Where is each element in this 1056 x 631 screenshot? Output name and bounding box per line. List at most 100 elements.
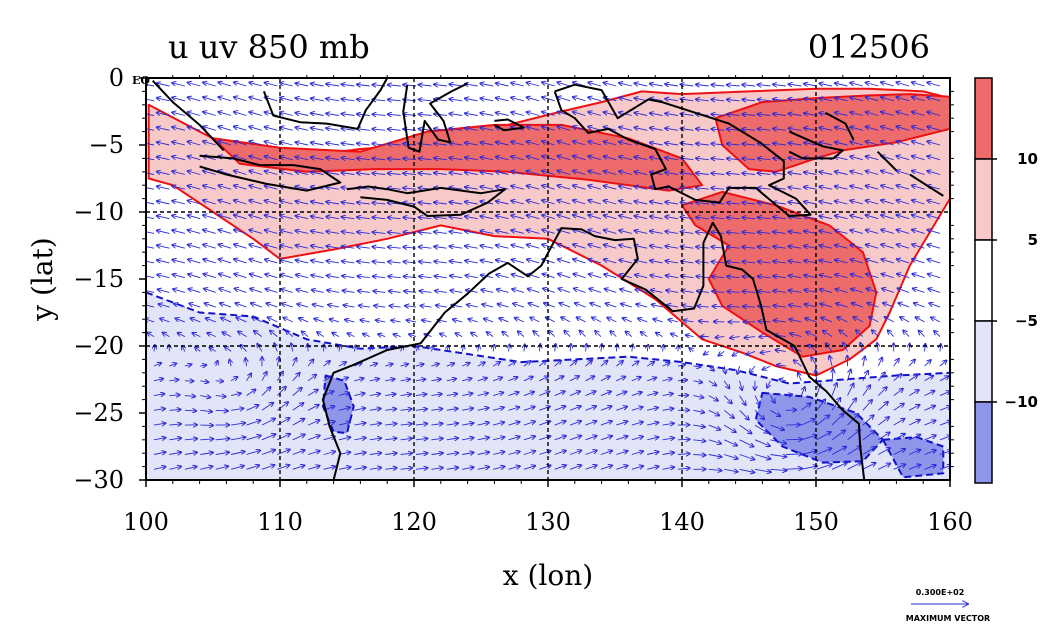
wind-vector-508 [758,217,771,218]
wind-vector-940 [210,348,216,352]
wind-vector-855 [499,318,509,323]
wind-vector-420 [203,200,216,205]
wind-vector-773 [836,289,848,293]
wind-vector-427 [311,202,324,205]
wind-vector-5 [219,82,232,87]
wind-vector-227 [434,143,447,145]
wind-vector-785 [220,303,232,308]
wind-vector-340 [573,171,586,175]
wind-vector-842 [299,318,309,323]
wind-vector-518 [912,215,925,220]
wind-vector-92 [758,99,771,101]
wind-vector-437 [465,202,478,204]
wind-vector-425 [280,201,293,205]
wind-vector-573 [157,245,170,248]
wind-vector-911 [564,331,571,337]
wind-vector-672 [881,259,894,264]
wind-vector-958 [493,345,494,352]
wind-vector-646 [481,260,494,263]
wind-vector-551 [619,230,632,234]
wind-vector-409 [835,186,848,190]
wind-vector-122 [419,114,432,115]
wind-vector-66 [357,99,370,101]
wind-vector-809 [590,303,602,308]
wind-vector-143 [742,114,756,115]
wind-vector-548 [573,230,586,234]
wind-vector-928 [823,331,833,337]
wind-vector-359 [866,171,879,175]
wind-vector-411 [866,186,879,190]
wind-vector-704 [573,274,586,279]
wind-vector-419 [188,201,201,205]
wind-vector-941 [225,347,232,352]
wind-vector-963 [570,344,571,352]
wind-vector-891 [254,331,263,337]
wind-vector-371 [249,186,263,190]
wind-vector-120 [388,114,401,115]
wind-vector-157 [157,127,170,131]
wind-vector-104 [146,113,155,116]
u-region-pos-strong-1 [212,123,704,192]
wind-vector-533 [342,232,355,234]
wind-vector-782 [174,304,186,308]
wind-vector-360 [881,171,894,175]
wind-vector-100 [881,97,894,102]
wind-vector-581 [280,245,293,249]
wind-vector-748 [450,290,463,292]
wind-vector-830 [914,303,925,308]
wind-vector-466 [912,200,925,205]
wind-vector-944 [274,343,277,352]
wind-vector-408 [819,187,833,190]
wind-vector-160 [203,127,216,131]
wind-vector-331 [434,173,447,175]
wind-vector-569 [897,230,910,234]
wind-vector-27 [558,82,571,87]
wind-vector-757 [589,289,602,293]
wind-vector-327 [372,173,386,174]
wind-vector-529 [280,230,293,234]
wind-vector-575 [188,245,201,249]
wind-vector-385 [465,187,478,189]
wind-vector-798 [421,306,432,308]
wind-vector-615 [804,246,817,248]
wind-vector-392 [573,186,586,190]
wind-vector-503 [681,217,694,219]
wind-vector-46 [850,83,864,87]
wind-vector-709 [650,275,663,278]
wind-vector-194 [727,129,740,130]
wind-vector-275 [372,158,386,159]
wind-vector-913 [595,331,602,337]
wind-vector-249 [773,143,786,145]
wind-vector-314 [172,171,186,175]
wind-vector-506 [727,217,740,218]
wind-vector-321 [280,171,293,175]
wind-vector-16 [388,85,401,86]
wind-vector-716 [758,276,771,277]
wind-vector-236 [573,141,586,146]
wind-vector-652 [573,259,586,264]
wind-vector-174 [419,129,432,131]
wind-vector-347 [681,173,694,175]
wind-vector-469 [157,216,170,220]
wind-vector-711 [681,276,694,278]
wind-vector-767 [743,291,756,292]
wind-vector-432 [388,203,401,204]
wind-vector-505 [712,217,725,218]
colorbar-label-1: 5 [1028,231,1038,249]
wind-vector-177 [465,128,478,130]
wind-vector-762 [666,290,679,292]
wind-vector-151 [866,112,879,116]
wind-vector-141 [711,114,725,115]
wind-vector-914 [610,331,617,337]
wind-vector-209 [157,142,170,146]
wind-vector-539 [434,232,447,234]
wind-vector-65 [342,99,355,101]
wind-vector-943 [257,344,263,352]
wind-vector-744 [389,291,401,292]
wind-vector-507 [742,217,756,218]
x-tick-label-160: 160 [927,508,973,536]
wind-vector-400 [696,188,709,190]
wind-vector-139 [681,114,694,116]
wind-vector-341 [588,171,602,175]
wind-vector-109 [219,112,232,116]
